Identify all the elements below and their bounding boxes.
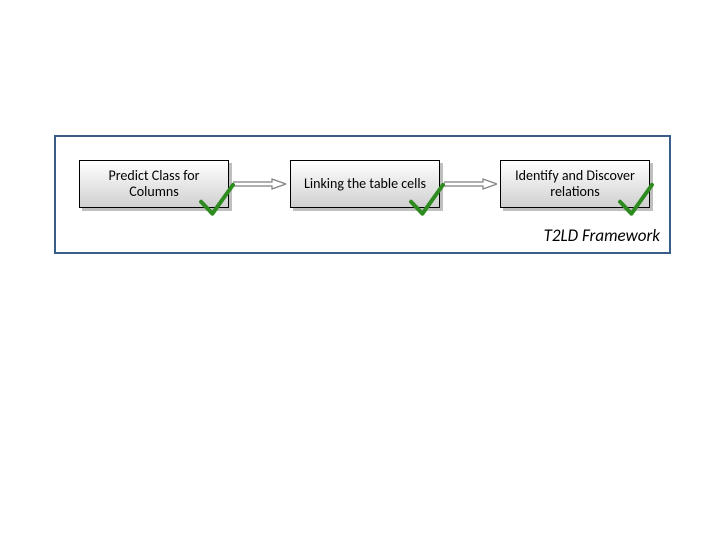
step-box-1: Predict Class for Columns	[79, 160, 229, 208]
diagram-canvas: Predict Class for Columns Linking the tab…	[0, 0, 720, 540]
step-label: Linking the table cells	[304, 176, 426, 192]
step-label: Predict Class for Columns	[88, 168, 220, 200]
step-box-2: Linking the table cells	[290, 160, 440, 208]
step-label: Identify and Discover relations	[509, 168, 641, 200]
step-box-3: Identify and Discover relations	[500, 160, 650, 208]
framework-label: T2LD Framework	[500, 225, 660, 246]
